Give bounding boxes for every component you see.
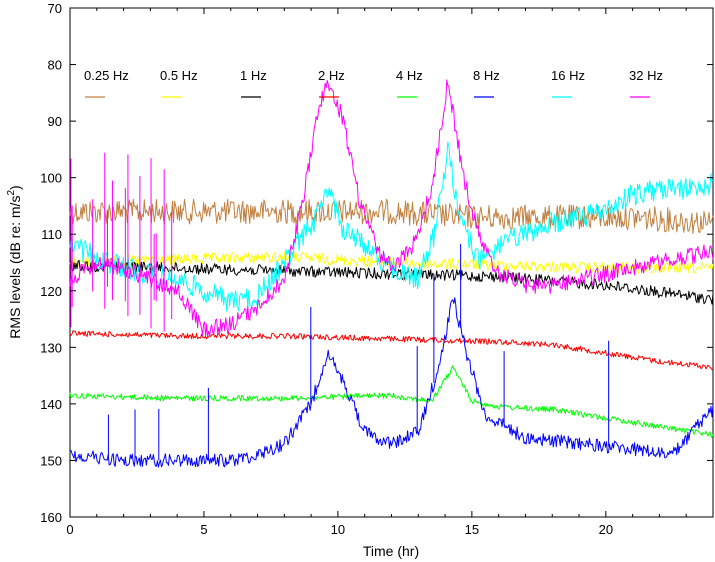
y-tick-label: 140 [40, 397, 62, 412]
series-32-hz-line [69, 79, 714, 338]
y-tick-label: 90 [48, 114, 62, 129]
series-2-hz-line [69, 330, 714, 371]
series-8-hz-line [69, 297, 714, 468]
x-tick-label: 0 [66, 522, 73, 537]
y-tick-label: 120 [40, 284, 62, 299]
y-axis-title-sup: 2 [6, 190, 17, 196]
legend-2-hz-label: 2 Hz [318, 68, 345, 83]
legend-0-25-hz-label: 0.25 Hz [84, 68, 129, 83]
series-4-hz-line [69, 365, 714, 438]
x-tick-label: 20 [599, 522, 613, 537]
y-axis: 70 80 90 100 110 120 130 140 150 160 [40, 1, 713, 525]
x-axis-title: Time (hr) [363, 543, 419, 559]
legend-8-hz-label: 8 Hz [473, 68, 500, 83]
legend-32-hz-label: 32 Hz [629, 68, 663, 83]
y-tick-label: 150 [40, 453, 62, 468]
series-1-hz-line [69, 259, 714, 305]
y-tick-label: 160 [40, 510, 62, 525]
series-layer [69, 79, 714, 468]
x-axis: 0 5 10 15 20 [66, 8, 687, 537]
x-tick-label: 10 [331, 522, 345, 537]
legend-0-5-hz-label: 0.5 Hz [160, 68, 198, 83]
x-tick-label: 5 [200, 522, 207, 537]
series-16-hz-line [69, 141, 714, 312]
y-tick-label: 70 [48, 1, 62, 16]
y-axis-title-main: RMS levels (dB re: m/s [7, 196, 23, 339]
series-0-25-hz-line [69, 198, 714, 234]
y-tick-label: 130 [40, 340, 62, 355]
legend-16-hz-label: 16 Hz [551, 68, 585, 83]
y-axis-title-end: ) [7, 185, 23, 190]
y-tick-label: 80 [48, 58, 62, 73]
legend: 0.25 Hz 0.5 Hz 1 Hz 2 Hz 4 Hz 8 Hz 16 Hz 32 Hz [84, 68, 663, 98]
legend-1-hz-label: 1 Hz [240, 68, 267, 83]
legend-4-hz-label: 4 Hz [396, 68, 423, 83]
y-tick-label: 100 [40, 171, 62, 186]
y-tick-label: 110 [41, 227, 62, 242]
x-tick-label: 15 [465, 522, 479, 537]
y-axis-title: RMS levels (dB re: m/s2) [6, 185, 23, 338]
